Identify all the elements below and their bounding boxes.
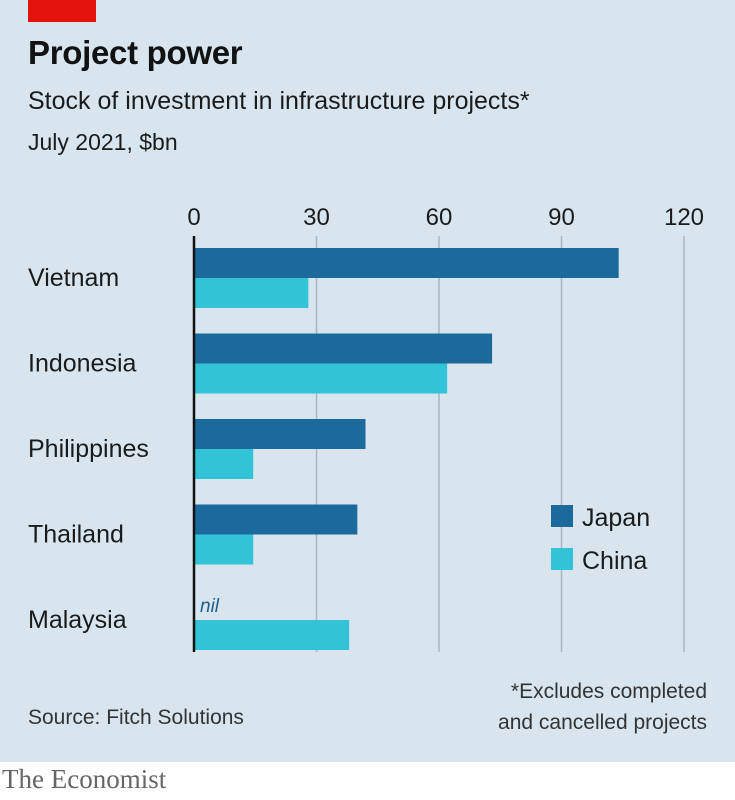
footnote-line-2: and cancelled projects [498, 711, 707, 734]
legend-swatch-china [551, 548, 573, 570]
x-tick-label-60: 60 [426, 204, 453, 231]
chart-unit-label: July 2021, $bn [28, 129, 178, 155]
legend-label-china: China [582, 547, 647, 575]
chart-title: Project power [28, 34, 243, 71]
bar-japan-philippines [194, 419, 366, 449]
brand-red-tag [28, 0, 96, 22]
legend-swatch-japan [551, 505, 573, 527]
x-tick-label-120: 120 [664, 204, 704, 231]
legend: Japan China [551, 504, 650, 575]
bar-china-thailand [194, 534, 254, 565]
annotation-nil-malaysia: nil [200, 596, 220, 617]
bar-japan-thailand [194, 504, 358, 535]
bar-china-malaysia [194, 620, 350, 650]
bars [194, 248, 619, 650]
economist-logo: The Economist [2, 764, 167, 794]
source-note: Source: Fitch Solutions [28, 706, 244, 729]
gridlines [315, 236, 685, 652]
category-label-malaysia: Malaysia [28, 606, 127, 634]
footnote-line-1: *Excludes completed [510, 680, 707, 703]
chart-subtitle: Stock of investment in infrastructure pr… [28, 87, 530, 115]
labels: 0 30 60 90 120 Vietnam Indonesia Philippines Tha… [28, 204, 704, 634]
bar-china-vietnam [194, 278, 309, 308]
x-tick-label-30: 30 [303, 204, 330, 231]
bar-china-indonesia [194, 363, 448, 394]
category-label-philippines: Philippines [28, 435, 149, 463]
category-label-thailand: Thailand [28, 521, 124, 549]
category-label-vietnam: Vietnam [28, 264, 119, 292]
x-tick-label-90: 90 [548, 204, 575, 231]
footnote: *Excludes completed and cancelled projec… [498, 676, 707, 738]
legend-label-japan: Japan [582, 504, 650, 532]
x-tick-label-0: 0 [187, 204, 200, 231]
bar-china-philippines [194, 449, 254, 479]
category-label-indonesia: Indonesia [28, 350, 137, 378]
bar-japan-indonesia [194, 333, 493, 364]
bar-japan-vietnam [194, 248, 619, 278]
